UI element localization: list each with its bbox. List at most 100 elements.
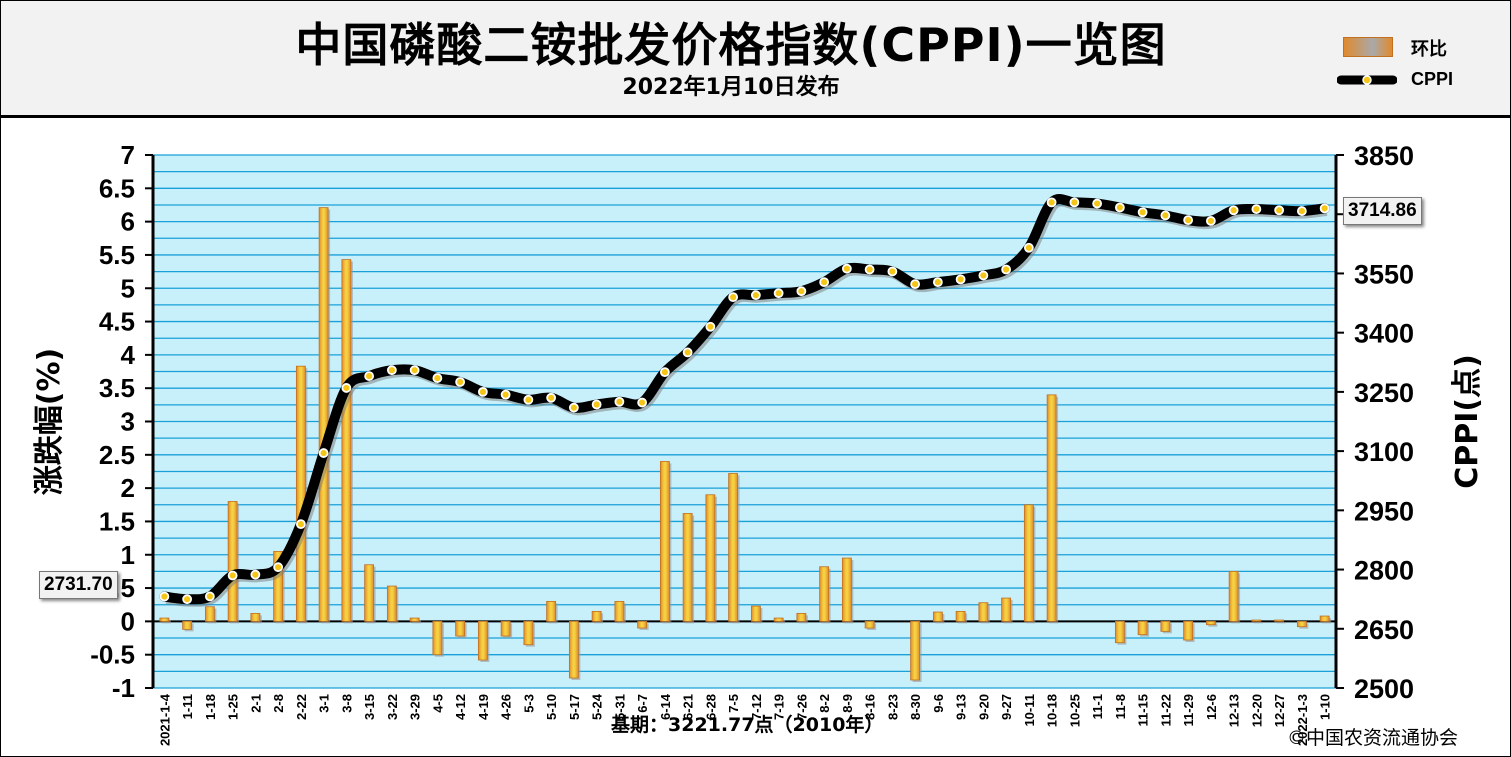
cppi-point	[591, 399, 602, 410]
x-axis-tick-label: 2-22	[294, 694, 309, 720]
right-axis-tick-label: 3550	[1354, 259, 1414, 289]
bar	[682, 513, 693, 622]
bar	[1319, 615, 1330, 622]
bar-shadow	[1276, 622, 1286, 624]
cppi-point	[659, 367, 670, 378]
x-axis-tick-label: 3-15	[362, 694, 377, 720]
bar	[1023, 504, 1034, 622]
left-axis-tick-label: -0.5	[90, 640, 135, 670]
x-axis-tick-label: 1-18	[203, 694, 218, 720]
cppi-point	[227, 570, 238, 581]
x-axis-tick-label: 12-6	[1204, 694, 1219, 720]
x-axis-tick-label: 9-6	[931, 694, 946, 713]
bar	[386, 585, 397, 622]
chart-title: 中国磷酸二铵批发价格指数(CPPI)一览图	[295, 18, 1167, 72]
cppi-point	[409, 365, 420, 376]
x-axis-tick-label: 8-2	[817, 694, 832, 713]
cppi-point	[1092, 198, 1103, 209]
bar	[477, 620, 488, 661]
right-axis-tick-label: 3250	[1354, 378, 1414, 408]
cppi-point	[204, 591, 215, 602]
left-axis-title: 涨跌幅(%)	[32, 348, 67, 495]
left-axis-tick-label: 4	[121, 340, 136, 370]
bar	[568, 620, 579, 679]
x-axis-tick-label: 9-13	[954, 694, 969, 720]
x-axis-tick-label: 4-26	[499, 694, 514, 720]
bar	[455, 620, 466, 637]
cppi-point	[1205, 216, 1216, 226]
chart-plot: -1-0.500.511.522.533.544.555.566.5725002…	[32, 140, 1485, 746]
cppi-point	[1046, 197, 1057, 208]
cppi-point	[1183, 215, 1194, 226]
left-axis-tick-label: 2	[121, 473, 135, 503]
cppi-point	[295, 519, 306, 530]
x-axis-tick-label: 7-12	[749, 694, 764, 720]
left-axis-tick-label: 4.5	[99, 307, 135, 337]
left-axis-tick-label: 6	[121, 207, 135, 237]
bar	[1228, 571, 1239, 622]
legend-bar-swatch	[1343, 37, 1393, 57]
bar	[1137, 620, 1148, 636]
bar	[659, 461, 670, 622]
x-axis-tick-label: 5-24	[590, 693, 605, 720]
legend-line-swatch	[1337, 75, 1397, 85]
cppi-point	[614, 396, 625, 407]
cppi-point	[841, 263, 852, 274]
x-axis-tick-label: 2021-1-4	[157, 693, 172, 746]
bar	[295, 365, 306, 622]
left-axis-tick-label: 6.5	[99, 173, 135, 203]
bar	[591, 610, 602, 622]
left-axis-tick-label: 3	[121, 407, 135, 437]
x-axis-tick-label: 11-1	[1090, 694, 1105, 719]
cppi-line	[159, 194, 1330, 605]
cppi-point	[682, 347, 693, 358]
bar	[364, 564, 375, 622]
legend-line-label: CPPI	[1411, 69, 1454, 89]
x-axis-tick-label: 4-5	[430, 694, 445, 713]
bar	[637, 620, 648, 629]
cppi-point	[1274, 205, 1285, 216]
right-axis-tick-label: 3100	[1354, 437, 1414, 467]
bar	[341, 259, 352, 622]
x-axis-tick-label: 2-1	[248, 694, 263, 713]
bar	[523, 620, 534, 646]
bar	[204, 606, 215, 622]
base-period-note: 基期：3221.77点（2010年）	[611, 714, 884, 736]
x-axis-tick-label: 5-10	[544, 694, 559, 720]
x-axis-tick-label: 1-11	[180, 694, 195, 719]
x-axis-tick-label: 2-8	[271, 694, 286, 713]
cppi-point	[500, 389, 511, 400]
cppi-point	[250, 569, 261, 580]
bar	[1046, 394, 1057, 622]
bar	[705, 494, 716, 622]
x-axis-tick-label: 6-14	[658, 693, 673, 720]
cppi-point	[1251, 204, 1262, 214]
cppi-point	[705, 321, 716, 332]
cppi-point	[1114, 202, 1125, 213]
x-axis-tick-label: 5-3	[521, 694, 536, 713]
bar	[318, 207, 329, 622]
callout-first-value: 2731.70	[39, 571, 118, 599]
cppi-point	[955, 274, 966, 285]
bar	[819, 566, 830, 622]
cppi-point	[978, 270, 989, 281]
bar	[932, 611, 943, 622]
bar	[1001, 597, 1012, 622]
x-axis-tick-label: 8-16	[863, 694, 878, 720]
x-axis-tick-label: 6-21	[681, 694, 696, 720]
x-axis-tick-label: 11-22	[1158, 694, 1173, 727]
cppi-point	[273, 562, 284, 573]
bar	[910, 620, 921, 681]
cppi-point	[1001, 264, 1012, 275]
x-axis-tick-label: 3-1	[317, 694, 332, 713]
x-axis-tick-label: 12-13	[1227, 694, 1242, 727]
cppi-point	[1069, 197, 1080, 208]
cppi-point	[568, 402, 579, 413]
cppi-point	[1137, 207, 1148, 218]
chart-header: 中国磷酸二铵批发价格指数(CPPI)一览图 2022年1月10日发布 环比 CP…	[1, 1, 1510, 118]
x-axis-tick-label: 11-15	[1136, 694, 1151, 727]
left-axis-tick-label: 1	[121, 540, 135, 570]
source-note: ©中国农资流通协会	[1287, 727, 1459, 749]
bar	[1160, 620, 1171, 632]
